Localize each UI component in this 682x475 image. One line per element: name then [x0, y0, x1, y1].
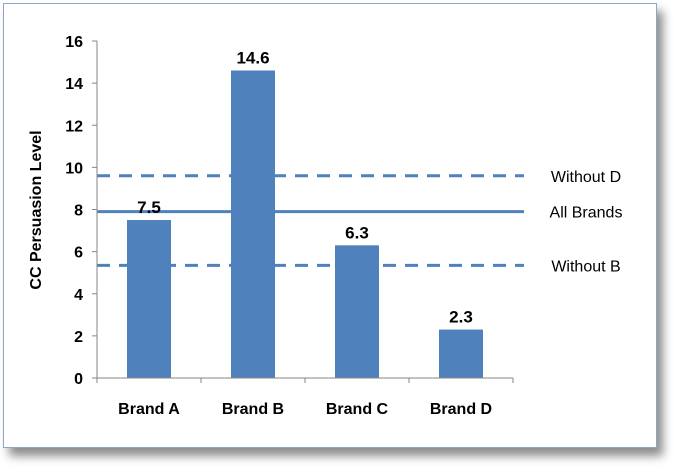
reference-lines: [97, 174, 524, 267]
reference-line-label: Without B: [551, 258, 620, 275]
y-tick-label: 2: [74, 329, 83, 346]
value-label: 2.3: [449, 308, 473, 327]
bar-brand-b: [231, 70, 275, 379]
x-tick-label: Brand B: [222, 401, 284, 418]
x-axis-ticks: Brand A Brand B Brand C Brand D: [96, 378, 514, 418]
y-tick-label: 16: [65, 34, 83, 51]
reference-line-label: Without D: [551, 169, 621, 186]
reference-line-label: All Brands: [550, 205, 623, 222]
value-label: 14.6: [236, 48, 269, 67]
bar-brand-a: [127, 220, 171, 378]
y-tick-label: 10: [65, 160, 83, 177]
y-axis-ticks: 0 2 4 6 8 10 12 14 16: [65, 34, 97, 388]
x-tick-label: Brand C: [326, 401, 389, 418]
value-label: 7.5: [137, 198, 161, 217]
value-labels: 7.5 14.6 6.3 2.3: [137, 48, 473, 326]
y-tick-label: 0: [74, 371, 83, 388]
y-tick-label: 8: [74, 203, 83, 220]
y-tick-label: 14: [65, 76, 83, 93]
y-axis-label: CC Persuasion Level: [28, 130, 45, 289]
y-tick-label: 6: [74, 245, 83, 262]
bar-brand-c: [335, 245, 379, 378]
bar-brand-d: [439, 329, 483, 378]
x-tick-label: Brand A: [118, 401, 180, 418]
bars: [127, 70, 483, 379]
value-label: 6.3: [345, 223, 369, 242]
x-tick-label: Brand D: [430, 401, 492, 418]
chart-frame: [3, 3, 657, 448]
y-tick-label: 12: [65, 118, 83, 135]
reference-line-labels: Without D All Brands Without B: [550, 169, 623, 276]
y-tick-label: 4: [74, 287, 83, 304]
